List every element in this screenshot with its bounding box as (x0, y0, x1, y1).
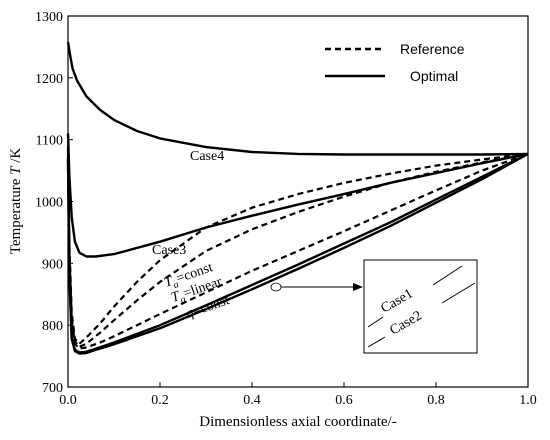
label-q-const-var: q (184, 305, 196, 321)
label-case4: Case4 (190, 149, 224, 164)
legend-label-reference: Reference (400, 41, 465, 57)
x-tick-label: 0.8 (427, 393, 445, 408)
zoom-arrow-head (353, 283, 363, 291)
y-tick-label: 700 (42, 381, 63, 396)
y-tick-label: 1100 (36, 134, 63, 149)
y-axis-title-var: T (8, 165, 24, 175)
x-axis-title: Dimensionless axial coordinate/- (199, 414, 396, 430)
label-ta-linear-sub: a (179, 294, 187, 306)
ticks-layer: 0.0 0.2 0.4 0.6 0.8 1.0 700 800 900 1000 1100 1200 1… (35, 10, 537, 408)
x-tick-label: 1.0 (519, 393, 537, 408)
series-layer (66, 41, 529, 355)
y-tick-label: 1200 (35, 72, 63, 87)
x-tick-label: 0.4 (243, 393, 261, 408)
inset: Case1 Case2 (363, 259, 478, 354)
inset-line-case1-a (367, 316, 384, 328)
inset-line-case2-b (441, 282, 476, 304)
label-ta-const-sub: a (172, 279, 180, 291)
series-line-ta-const (66, 145, 529, 345)
y-tick-label: 1300 (35, 10, 63, 25)
y-tick-label: 1000 (35, 196, 63, 211)
inset-frame (363, 259, 478, 354)
y-axis-title-suffix: /K (8, 148, 24, 167)
legend: Reference Optimal (325, 41, 465, 84)
zoom-marker (270, 282, 282, 292)
label-case3: Case3 (152, 243, 186, 258)
inset-line-case2-a (367, 336, 386, 348)
y-axis-title-prefix: Temperature (8, 175, 24, 254)
y-tick-label: 800 (42, 319, 63, 334)
y-tick-label: 900 (42, 257, 63, 272)
x-tick-label: 0.2 (151, 393, 169, 408)
series-line-ta-linear (66, 148, 529, 348)
y-axis-title: Temperature T /K (8, 148, 24, 255)
x-tick-label: 0.0 (59, 393, 77, 408)
legend-label-optimal: Optimal (410, 68, 458, 84)
series-line-case4 (66, 41, 529, 156)
series-line-case2 (66, 152, 529, 355)
x-tick-label: 0.6 (335, 393, 353, 408)
series-line-q-const (66, 151, 529, 350)
inset-line-case1-b (432, 265, 463, 286)
